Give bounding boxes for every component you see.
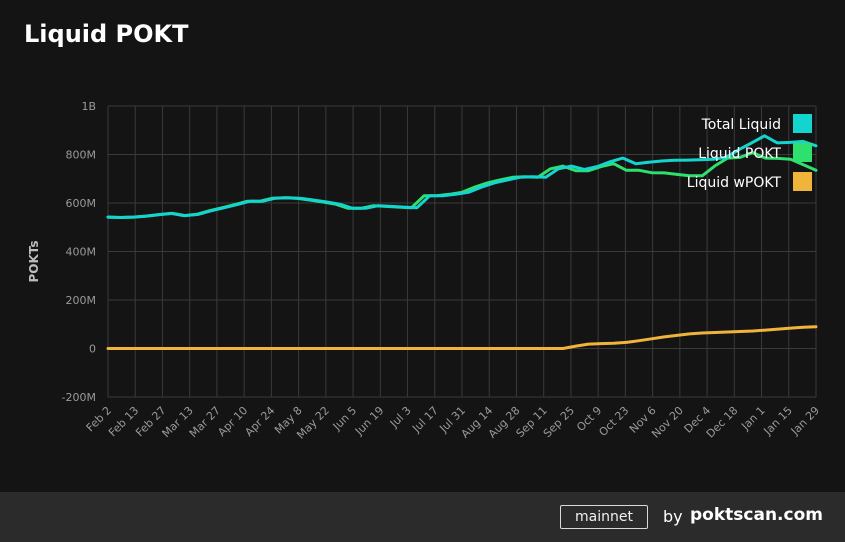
y-tick-label: 600M [66,197,97,210]
y-tick-label: 1B [81,100,96,113]
y-tick-label: 400M [66,246,97,259]
x-tick-label: Jan 15 [761,404,795,438]
brand-link[interactable]: poktscan.com [690,505,823,525]
page-title: Liquid POKT [24,20,189,48]
legend-swatch-liquid-pokt [793,143,812,162]
by-label: by [663,507,683,526]
x-tick-label: Jun 19 [352,404,386,438]
legend-label: Total Liquid [701,117,781,133]
x-tick-label: Apr 24 [242,404,277,439]
chart-legend: Total Liquid Liquid POKT Liquid wPOKT [687,114,812,191]
chart-series [106,134,818,350]
series-line-total-liquid [106,134,818,219]
y-tick-label: 200M [66,294,97,307]
y-tick-label: 800M [66,149,97,162]
x-tick-label: Oct 23 [596,404,631,439]
legend-label: Liquid wPOKT [687,175,782,191]
series-line-liquid-wpokt [106,325,818,350]
x-tick-label: Jan 29 [788,404,822,438]
y-tick-label: 0 [89,343,96,356]
x-tick-label: Jul 17 [409,404,441,436]
legend-swatch-liquid-wpokt [793,172,812,191]
network-badge[interactable]: mainnet [560,505,648,529]
y-axis-label: POKTs [27,240,41,282]
x-tick-label: Sep 25 [541,404,577,440]
y-axis-ticks: -200M 0 200M 400M 600M 800M 1B [62,100,96,404]
legend-swatch-total-liquid [793,114,812,133]
x-tick-label: Mar 27 [187,404,223,440]
legend-label: Liquid POKT [698,146,781,162]
footer-bar [0,492,845,542]
y-tick-label: -200M [62,391,96,404]
